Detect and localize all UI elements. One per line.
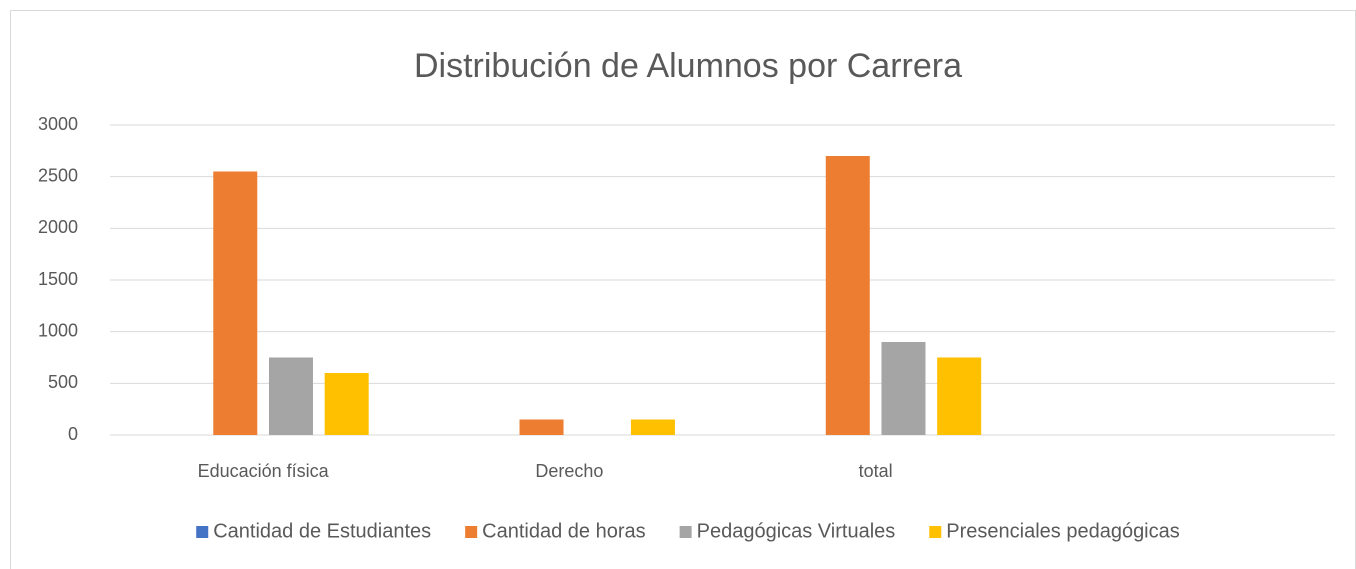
x-tick-label: Educación física xyxy=(198,461,330,481)
y-tick-label: 2500 xyxy=(38,165,78,185)
y-tick-label: 1500 xyxy=(38,269,78,289)
legend-swatch xyxy=(196,526,209,538)
x-tick-label: total xyxy=(859,461,893,481)
legend-swatch xyxy=(465,526,478,538)
y-tick-label: 1000 xyxy=(38,320,78,340)
bar xyxy=(937,357,982,435)
legend-swatch xyxy=(929,526,942,538)
chart-border xyxy=(10,10,1356,569)
y-tick-label: 3000 xyxy=(38,114,78,134)
bar xyxy=(213,171,258,435)
bar xyxy=(825,156,870,435)
x-tick-label: Derecho xyxy=(535,461,603,481)
bar xyxy=(881,342,926,435)
legend-swatch xyxy=(679,526,692,538)
legend-label: Pedagógicas Virtuales xyxy=(697,520,896,542)
y-tick-label: 0 xyxy=(68,424,78,444)
legend-label: Cantidad de Estudiantes xyxy=(213,520,431,542)
bar xyxy=(324,373,369,435)
y-tick-label: 2000 xyxy=(38,217,78,237)
legend-label: Presenciales pedagógicas xyxy=(946,520,1180,542)
bar xyxy=(519,419,564,435)
bar xyxy=(268,357,313,435)
legend-label: Cantidad de horas xyxy=(482,520,645,542)
y-tick-label: 500 xyxy=(48,372,78,392)
chart-title: Distribución de Alumnos por Carrera xyxy=(414,47,962,85)
bar xyxy=(630,419,675,435)
